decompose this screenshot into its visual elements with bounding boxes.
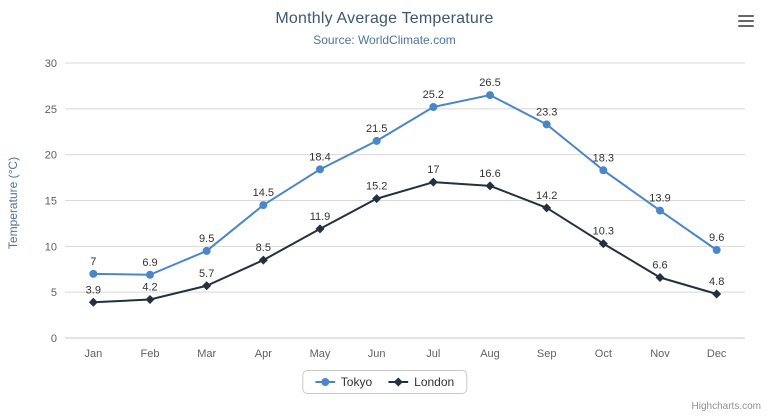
x-tick-label: Sep [537,348,557,360]
data-point-london-may[interactable] [315,224,325,234]
y-tick-label: 20 [45,150,57,162]
data-point-tokyo-jan[interactable] [89,269,98,278]
x-tick-label: Oct [595,348,612,360]
plot-area: 0 5 10 15 20 25 30 Jan Feb Mar Apr May Jun Jul Aug Sep O… [45,58,745,360]
x-tick-label: Apr [255,348,272,360]
legend-marker[interactable] [320,378,329,386]
x-tick-label: Dec [707,348,727,360]
data-point-tokyo-may[interactable] [316,165,324,174]
data-point-tokyo-jun[interactable] [372,136,381,145]
data-point-tokyo-jul[interactable] [429,103,438,111]
series-tokyo: 7 6.9 9.5 14.5 18.4 21.5 25.2 26.5 23.3 18.3 13.9 9… [89,77,724,279]
data-label: 6.9 [142,257,157,269]
data-label: 14.5 [253,187,274,199]
data-label: 9.6 [709,232,724,244]
data-label: 11.9 [310,211,331,223]
series-line [93,181,717,304]
data-label: 13.9 [649,193,670,205]
data-point-tokyo-aug[interactable] [486,91,494,100]
data-label: 3.9 [86,284,101,296]
data-label: 10.3 [593,226,614,238]
chart-subtitle: Source: WorldClimate.com [313,33,456,47]
y-tick-label: 0 [51,333,57,345]
x-tick-label: Jun [368,348,386,360]
data-label: 23.3 [536,106,557,118]
legend: Tokyo London [301,370,468,394]
data-label: 5.7 [199,268,214,280]
data-point-tokyo-dec[interactable] [712,246,721,254]
data-label: 16.6 [479,168,500,180]
data-point-london-nov[interactable] [655,273,665,282]
x-tick-label: Aug [480,348,500,360]
data-point-london-dec[interactable] [712,289,722,299]
y-tick-label: 25 [45,104,57,116]
data-label: 4.8 [709,276,724,288]
data-label: 7 [90,256,96,268]
circle-marker-icon [314,378,335,386]
data-point-london-aug[interactable] [485,181,495,191]
data-label: 26.5 [479,77,500,89]
data-label: 18.3 [593,152,614,164]
data-point-london-jul[interactable] [428,177,438,187]
hamburger-menu-icon[interactable] [733,10,759,32]
data-point-london-jun[interactable] [372,194,382,204]
data-point-tokyo-nov[interactable] [656,206,664,215]
x-tick-label: Mar [197,348,216,360]
x-tick-label: May [310,348,331,360]
data-label: 25.2 [423,89,444,101]
hamburger-bar [738,24,754,28]
data-point-tokyo-oct[interactable] [599,166,608,175]
legend-item-london[interactable]: London [388,375,454,389]
credits-link[interactable]: Highcharts.com [691,401,761,412]
legend-marker[interactable] [393,377,403,387]
series-london: 3.9 4.2 5.7 8.5 11.9 15.2 17 16.6 14.2 10.3 6.6 4.8 [86,164,724,307]
data-point-london-oct[interactable] [598,239,608,249]
legend-item-tokyo[interactable]: Tokyo [314,375,373,389]
data-label: 17 [427,164,439,176]
data-point-tokyo-sep[interactable] [542,120,551,129]
y-tick-label: 15 [45,196,57,208]
data-label: 8.5 [256,242,271,254]
legend-label: Tokyo [340,375,373,389]
y-tick-label: 10 [45,241,57,253]
y-tick-label: 30 [45,58,57,70]
data-label: 21.5 [366,123,387,135]
data-point-london-mar[interactable] [202,281,212,291]
hamburger-bar [738,19,754,23]
data-label: 9.5 [199,233,214,245]
data-label: 6.6 [652,260,667,272]
x-tick-label: Feb [141,348,160,360]
x-tick-label: Nov [650,348,670,360]
diamond-marker-icon [388,377,409,387]
hamburger-bar [738,14,754,18]
data-point-london-feb[interactable] [145,295,155,304]
legend-label: London [414,375,455,389]
data-label: 14.2 [536,190,557,202]
data-label: 18.4 [309,151,330,163]
data-label: 15.2 [366,181,387,193]
data-label: 4.2 [142,282,157,294]
data-point-london-sep[interactable] [542,203,552,213]
y-tick-label: 5 [51,287,57,299]
data-point-tokyo-apr[interactable] [259,201,268,210]
data-point-tokyo-mar[interactable] [202,246,211,255]
x-tick-label: Jul [426,348,440,360]
series-line [93,94,718,276]
data-point-london-apr[interactable] [258,255,268,265]
data-point-tokyo-feb[interactable] [146,270,154,279]
data-point-london-jan[interactable] [88,297,98,307]
x-tick-label: Jan [84,348,102,360]
chart-title: Monthly Average Temperature [275,10,494,27]
